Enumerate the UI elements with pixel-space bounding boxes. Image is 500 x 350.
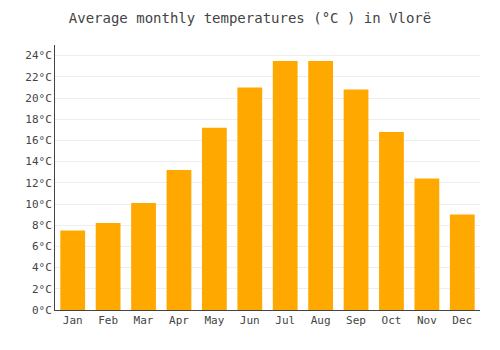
svg-text:6°C: 6°C [32,240,52,253]
svg-text:24°C: 24°C [25,49,52,62]
svg-text:Nov: Nov [417,314,437,327]
svg-text:8°C: 8°C [32,219,52,232]
svg-text:12°C: 12°C [25,177,52,190]
svg-text:Feb: Feb [98,314,118,327]
svg-text:14°C: 14°C [25,155,52,168]
svg-text:22°C: 22°C [25,71,52,84]
svg-text:Jul: Jul [275,314,295,327]
svg-text:Jan: Jan [63,314,83,327]
svg-text:20°C: 20°C [25,92,52,105]
svg-text:Average monthly temperatures (: Average monthly temperatures (°C ) in Vl… [69,10,431,26]
svg-text:Oct: Oct [382,314,402,327]
svg-text:10°C: 10°C [25,198,52,211]
svg-text:Jun: Jun [240,314,260,327]
svg-text:Aug: Aug [311,314,331,327]
svg-text:Mar: Mar [134,314,154,327]
svg-text:2°C: 2°C [32,283,52,296]
svg-text:Dec: Dec [452,314,472,327]
svg-text:4°C: 4°C [32,261,52,274]
svg-text:Apr: Apr [169,314,189,327]
svg-text:0°C: 0°C [32,304,52,317]
svg-text:Sep: Sep [346,314,366,327]
svg-text:18°C: 18°C [25,113,52,126]
svg-text:May: May [204,314,224,327]
svg-text:16°C: 16°C [25,134,52,147]
